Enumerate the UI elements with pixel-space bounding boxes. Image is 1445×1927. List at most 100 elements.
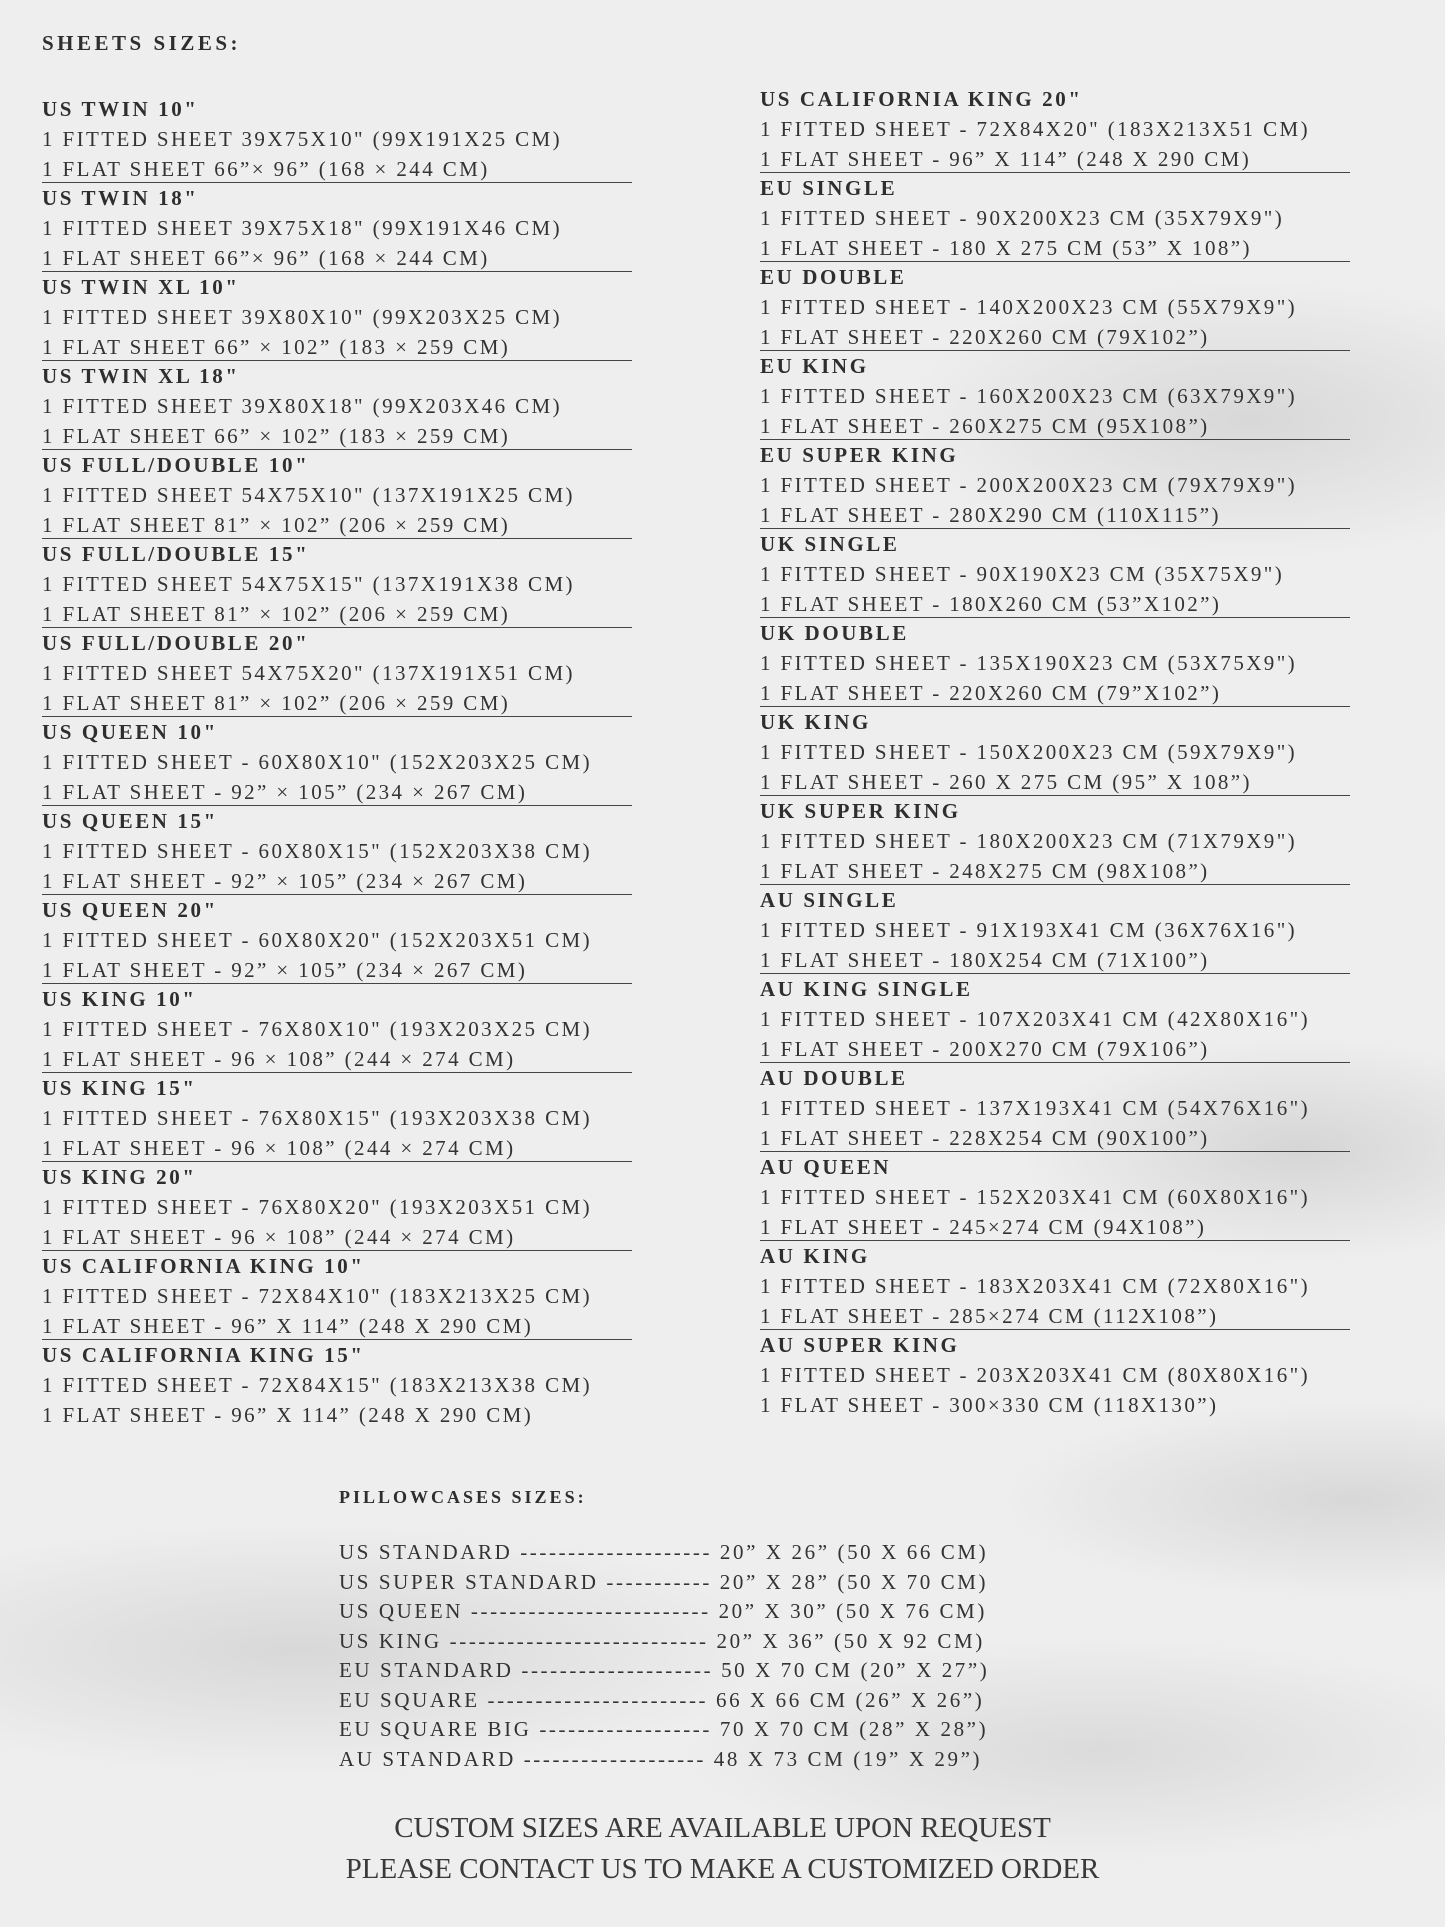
flat-sheet-spec: 1 FLAT SHEET - 260X275 CM (95X108”) [760, 411, 1350, 440]
size-block: UK DOUBLE 1 FITTED SHEET - 135X190X23 CM … [760, 618, 1350, 707]
fitted-sheet-spec: 1 FITTED SHEET 39X80X18" (99X203X46 CM) [42, 394, 563, 418]
flat-sheet-spec: 1 FLAT SHEET 66”× 96” (168 × 244 CM) [42, 154, 632, 183]
size-title: AU SUPER KING [760, 1333, 960, 1357]
size-title: US CALIFORNIA KING 10" [42, 1254, 365, 1278]
flat-sheet-spec: 1 FLAT SHEET - 300×330 CM (118X130”) [760, 1393, 1219, 1417]
size-title: AU DOUBLE [760, 1066, 908, 1090]
flat-sheet-spec: 1 FLAT SHEET 81” × 102” (206 × 259 CM) [42, 599, 632, 628]
flat-sheet-spec: 1 FLAT SHEET 66”× 96” (168 × 244 CM) [42, 243, 632, 272]
fitted-sheet-spec: 1 FITTED SHEET - 72X84X10" (183X213X25 C… [42, 1284, 592, 1308]
size-block: EU SINGLE 1 FITTED SHEET - 90X200X23 CM (… [760, 173, 1350, 262]
fitted-sheet-spec: 1 FITTED SHEET - 150X200X23 CM (59X79X9"… [760, 740, 1298, 764]
size-title: US KING 10" [42, 987, 197, 1011]
pillowcase-list: US STANDARD -------------------- 20” X 2… [339, 1538, 989, 1774]
fitted-sheet-spec: 1 FITTED SHEET - 72X84X15" (183X213X38 C… [42, 1373, 592, 1397]
fitted-sheet-spec: 1 FITTED SHEET - 76X80X10" (193X203X25 C… [42, 1017, 592, 1041]
fitted-sheet-spec: 1 FITTED SHEET 54X75X10" (137X191X25 CM) [42, 483, 575, 507]
flat-sheet-spec: 1 FLAT SHEET - 280X290 CM (110X115”) [760, 500, 1350, 529]
size-title: EU SINGLE [760, 176, 898, 200]
size-title: EU KING [760, 354, 869, 378]
size-title: UK SUPER KING [760, 799, 961, 823]
flat-sheet-spec: 1 FLAT SHEET - 200X270 CM (79X106”) [760, 1034, 1350, 1063]
pillowcases-heading: PILLOWCASES SIZES: [339, 1487, 587, 1507]
flat-sheet-spec: 1 FLAT SHEET - 96” X 114” (248 X 290 CM) [42, 1403, 534, 1427]
fitted-sheet-spec: 1 FITTED SHEET - 140X200X23 CM (55X79X9"… [760, 295, 1298, 319]
size-title: US FULL/DOUBLE 20" [42, 631, 310, 655]
flat-sheet-spec: 1 FLAT SHEET - 92” × 105” (234 × 267 CM) [42, 777, 632, 806]
size-block: US TWIN 10" 1 FITTED SHEET 39X75X10" (99X… [42, 94, 632, 183]
fitted-sheet-spec: 1 FITTED SHEET - 200X200X23 CM (79X79X9"… [760, 473, 1298, 497]
size-title: US QUEEN 10" [42, 720, 218, 744]
size-block: US KING 10" 1 FITTED SHEET - 76X80X10" (1… [42, 984, 632, 1073]
flat-sheet-spec: 1 FLAT SHEET - 248X275 CM (98X108”) [760, 856, 1350, 885]
flat-sheet-spec: 1 FLAT SHEET 81” × 102” (206 × 259 CM) [42, 688, 632, 717]
size-block: US TWIN XL 18" 1 FITTED SHEET 39X80X18" (… [42, 361, 632, 450]
size-block: AU SUPER KING 1 FITTED SHEET - 203X203X41… [760, 1330, 1350, 1418]
size-title: US CALIFORNIA KING 20" [760, 87, 1083, 111]
size-title: AU SINGLE [760, 888, 899, 912]
size-block: AU KING 1 FITTED SHEET - 183X203X41 CM (7… [760, 1241, 1350, 1330]
size-title: US QUEEN 15" [42, 809, 218, 833]
flat-sheet-spec: 1 FLAT SHEET - 245×274 CM (94X108”) [760, 1212, 1350, 1241]
size-block: EU KING 1 FITTED SHEET - 160X200X23 CM (6… [760, 351, 1350, 440]
fitted-sheet-spec: 1 FITTED SHEET - 76X80X15" (193X203X38 C… [42, 1106, 592, 1130]
size-block: AU SINGLE 1 FITTED SHEET - 91X193X41 CM (… [760, 885, 1350, 974]
pillowcase-row: US SUPER STANDARD ----------- 20” X 28” … [339, 1569, 989, 1594]
size-block: UK SUPER KING 1 FITTED SHEET - 180X200X23… [760, 796, 1350, 885]
footer-line-1: CUSTOM SIZES ARE AVAILABLE UPON REQUEST [394, 1812, 1051, 1844]
size-title: AU QUEEN [760, 1155, 892, 1179]
fitted-sheet-spec: 1 FITTED SHEET - 60X80X10" (152X203X25 C… [42, 750, 592, 774]
fitted-sheet-spec: 1 FITTED SHEET - 90X190X23 CM (35X75X9") [760, 562, 1285, 586]
fitted-sheet-spec: 1 FITTED SHEET - 152X203X41 CM (60X80X16… [760, 1185, 1310, 1209]
fitted-sheet-spec: 1 FITTED SHEET - 107X203X41 CM (42X80X16… [760, 1007, 1310, 1031]
size-block: US KING 20" 1 FITTED SHEET - 76X80X20" (1… [42, 1162, 632, 1251]
size-block: US CALIFORNIA KING 10" 1 FITTED SHEET - 7… [42, 1251, 632, 1340]
size-title: US FULL/DOUBLE 10" [42, 453, 310, 477]
size-block: UK SINGLE 1 FITTED SHEET - 90X190X23 CM (… [760, 529, 1350, 618]
size-title: EU SUPER KING [760, 443, 959, 467]
flat-sheet-spec: 1 FLAT SHEET - 220X260 CM (79X102”) [760, 322, 1350, 351]
size-block: US CALIFORNIA KING 20" 1 FITTED SHEET - 7… [760, 84, 1350, 173]
pillowcase-row: US STANDARD -------------------- 20” X 2… [339, 1540, 989, 1564]
fitted-sheet-spec: 1 FITTED SHEET 39X75X18" (99X191X46 CM) [42, 216, 563, 240]
flat-sheet-spec: 1 FLAT SHEET 66” × 102” (183 × 259 CM) [42, 421, 632, 450]
pillowcase-row: EU SQUARE ----------------------- 66 X 6… [339, 1687, 985, 1712]
size-title: UK DOUBLE [760, 621, 909, 645]
flat-sheet-spec: 1 FLAT SHEET - 96 × 108” (244 × 274 CM) [42, 1133, 632, 1162]
size-block: US FULL/DOUBLE 20" 1 FITTED SHEET 54X75X2… [42, 628, 632, 717]
flat-sheet-spec: 1 FLAT SHEET - 92” × 105” (234 × 267 CM) [42, 866, 632, 895]
size-block: US QUEEN 20" 1 FITTED SHEET - 60X80X20" (… [42, 895, 632, 984]
flat-sheet-spec: 1 FLAT SHEET 66” × 102” (183 × 259 CM) [42, 332, 632, 361]
fitted-sheet-spec: 1 FITTED SHEET 39X80X10" (99X203X25 CM) [42, 305, 563, 329]
size-block: EU DOUBLE 1 FITTED SHEET - 140X200X23 CM … [760, 262, 1350, 351]
size-block: US CALIFORNIA KING 15" 1 FITTED SHEET - 7… [42, 1340, 632, 1428]
fitted-sheet-spec: 1 FITTED SHEET - 183X203X41 CM (72X80X16… [760, 1274, 1310, 1298]
flat-sheet-spec: 1 FLAT SHEET - 180X260 CM (53”X102”) [760, 589, 1350, 618]
size-block: AU QUEEN 1 FITTED SHEET - 152X203X41 CM (… [760, 1152, 1350, 1241]
flat-sheet-spec: 1 FLAT SHEET - 220X260 CM (79”X102”) [760, 678, 1350, 707]
size-title: US TWIN 18" [42, 186, 199, 210]
fitted-sheet-spec: 1 FITTED SHEET - 90X200X23 CM (35X79X9") [760, 206, 1285, 230]
size-title: UK KING [760, 710, 871, 734]
size-title: US TWIN XL 18" [42, 364, 240, 388]
size-title: US KING 20" [42, 1165, 197, 1189]
size-title: US CALIFORNIA KING 15" [42, 1343, 365, 1367]
flat-sheet-spec: 1 FLAT SHEET - 96 × 108” (244 × 274 CM) [42, 1222, 632, 1251]
size-block: US FULL/DOUBLE 15" 1 FITTED SHEET 54X75X1… [42, 539, 632, 628]
left-sheet-column: US TWIN 10" 1 FITTED SHEET 39X75X10" (99X… [42, 94, 632, 1428]
right-sheet-column: US CALIFORNIA KING 20" 1 FITTED SHEET - 7… [760, 84, 1350, 1418]
flat-sheet-spec: 1 FLAT SHEET - 285×274 CM (112X108”) [760, 1301, 1350, 1330]
size-title: US KING 15" [42, 1076, 197, 1100]
flat-sheet-spec: 1 FLAT SHEET 81” × 102” (206 × 259 CM) [42, 510, 632, 539]
size-block: US KING 15" 1 FITTED SHEET - 76X80X15" (1… [42, 1073, 632, 1162]
pillowcase-row: US QUEEN ------------------------- 20” X… [339, 1599, 987, 1623]
pillowcase-row: EU STANDARD -------------------- 50 X 70… [339, 1658, 990, 1682]
flat-sheet-spec: 1 FLAT SHEET - 180X254 CM (71X100”) [760, 945, 1350, 974]
flat-sheet-spec: 1 FLAT SHEET - 228X254 CM (90X100”) [760, 1123, 1350, 1152]
size-block: US TWIN XL 10" 1 FITTED SHEET 39X80X10" (… [42, 272, 632, 361]
flat-sheet-spec: 1 FLAT SHEET - 96” X 114” (248 X 290 CM) [760, 144, 1350, 173]
size-title: US TWIN XL 10" [42, 275, 240, 299]
size-title: AU KING [760, 1244, 870, 1268]
fitted-sheet-spec: 1 FITTED SHEET 39X75X10" (99X191X25 CM) [42, 127, 563, 151]
size-block: US QUEEN 10" 1 FITTED SHEET - 60X80X10" (… [42, 717, 632, 806]
